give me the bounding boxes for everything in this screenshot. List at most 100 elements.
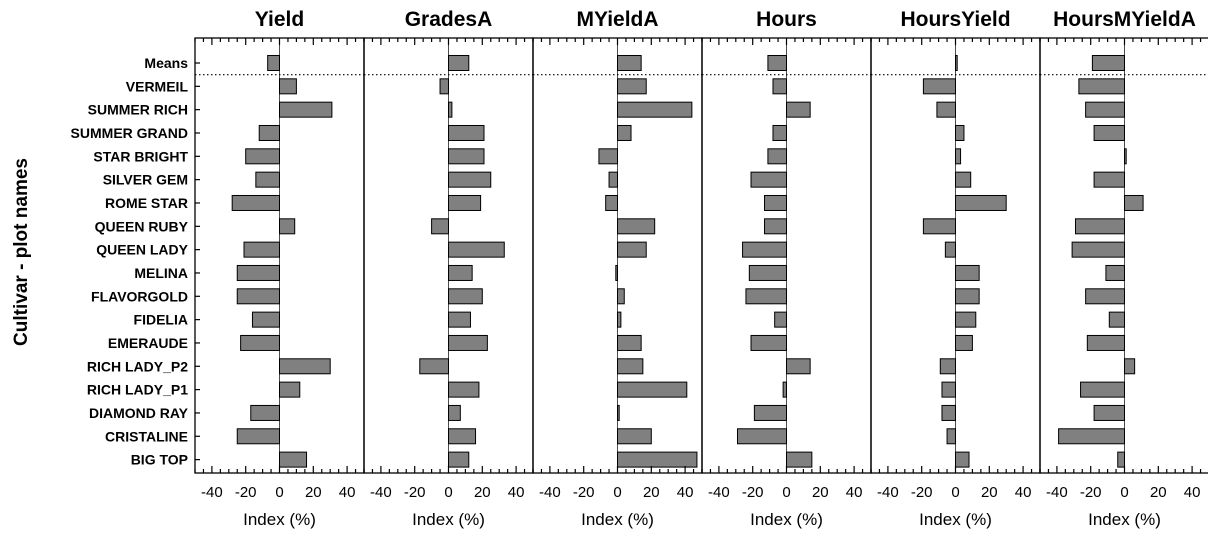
bar-silver-gem (255, 171, 280, 188)
bar-cristaline (946, 428, 956, 445)
bar-rich-lady-p1 (617, 381, 688, 398)
bar-fidelia (251, 311, 281, 328)
bar-vermeil (439, 78, 449, 95)
bar-cristaline (736, 428, 787, 445)
bar-rich-lady-p1 (782, 381, 787, 398)
x-tick-label: 40 (508, 484, 525, 501)
bar-rome-star (1124, 194, 1144, 211)
x-tick-label: -40 (201, 484, 223, 501)
bar-fidelia (448, 311, 471, 328)
bar-summer-grand (258, 124, 281, 141)
panel-hours: Hours -40 -20 0 20 40 Index (%) (701, 8, 872, 529)
x-tick-label: -40 (877, 484, 899, 501)
x-tick-label: 0 (1120, 484, 1128, 501)
bar-rome-star (231, 194, 280, 211)
bar-queen-lady (1071, 241, 1125, 258)
bar-queen-ruby (1074, 218, 1125, 235)
category-label-fidelia: FIDELIA (134, 312, 188, 328)
x-tick-label: 20 (1150, 484, 1167, 501)
bar-diamond-ray (250, 404, 281, 421)
category-label-star-bright: STAR BRIGHT (93, 148, 188, 164)
bar-summer-rich (936, 101, 956, 118)
panel-title: HoursMYieldA (1053, 8, 1196, 31)
bar-summer-grand (772, 124, 787, 141)
bar-flavorgold (448, 288, 483, 305)
x-tick-label: -20 (742, 484, 764, 501)
bar-means (448, 55, 470, 71)
bar-flavorgold (236, 288, 280, 305)
x-tick-label: 20 (981, 484, 998, 501)
x-tick-label: 20 (643, 484, 660, 501)
bar-cristaline (1058, 428, 1125, 445)
bar-vermeil (1078, 78, 1125, 95)
bar-melina (748, 264, 788, 281)
panel-gradesa: GradesA -40 -20 0 20 40 Index (%) (363, 8, 534, 529)
bar-emeraude (955, 334, 973, 351)
bar-means (617, 55, 642, 71)
bar-vermeil (922, 78, 957, 95)
bar-flavorgold (617, 288, 625, 305)
bar-big-top (786, 451, 813, 468)
bar-rich-lady-p1 (941, 381, 956, 398)
bar-big-top (617, 451, 698, 468)
bar-means (955, 55, 958, 71)
bar-big-top (279, 451, 308, 468)
x-tick-label: -20 (573, 484, 595, 501)
x-tick-label: 20 (474, 484, 491, 501)
bar-melina (615, 264, 618, 281)
bar-fidelia (955, 311, 977, 328)
x-tick-label: 0 (613, 484, 621, 501)
bar-emeraude (750, 334, 788, 351)
bar-silver-gem (955, 171, 972, 188)
category-label-queen-lady: QUEEN LADY (96, 242, 188, 258)
bar-queen-lady (243, 241, 280, 258)
bar-cristaline (617, 428, 652, 445)
bar-queen-ruby (617, 218, 656, 235)
panel-title: Hours (756, 8, 817, 31)
bar-fidelia (1108, 311, 1126, 328)
bar-star-bright (448, 148, 485, 165)
bar-summer-rich (279, 101, 333, 118)
x-tick-label: 40 (1015, 484, 1032, 501)
panel-title: Yield (255, 8, 304, 31)
bar-big-top (955, 451, 970, 468)
bar-diamond-ray (617, 404, 620, 421)
bar-summer-grand (617, 124, 632, 141)
x-tick-label: 0 (782, 484, 790, 501)
bar-rome-star (955, 194, 1007, 211)
bar-melina (448, 264, 473, 281)
x-axis-label: Index (%) (412, 510, 485, 529)
chart-panels: Means VERMEIL SUMMER RICH SUMMER GRAND STAR … (71, 8, 1208, 529)
x-tick-label: -20 (911, 484, 933, 501)
bar-fidelia (774, 311, 787, 328)
x-tick-label: 0 (444, 484, 452, 501)
bar-summer-rich (617, 101, 693, 118)
bar-rich-lady-p2 (939, 358, 956, 375)
panel-title: HoursYield (900, 8, 1010, 31)
bar-cristaline (448, 428, 477, 445)
category-label-emeraude: EMERAUDE (108, 335, 188, 351)
bar-queen-ruby (922, 218, 957, 235)
category-label-summer-grand: SUMMER GRAND (71, 125, 188, 141)
bar-queen-lady (742, 241, 787, 258)
x-axis-label: Index (%) (243, 510, 316, 529)
category-label-flavorgold: FLAVORGOLD (91, 288, 188, 304)
x-tick-label: -40 (708, 484, 730, 501)
bar-star-bright (955, 148, 962, 165)
bar-rich-lady-p2 (419, 358, 449, 375)
category-label-means: Means (144, 55, 188, 71)
bar-summer-rich (448, 101, 453, 118)
bar-rich-lady-p2 (279, 358, 331, 375)
bar-rich-lady-p2 (617, 358, 644, 375)
bar-flavorgold (955, 288, 980, 305)
bar-means (1091, 55, 1126, 71)
x-axis-label: Index (%) (1088, 510, 1161, 529)
bar-queen-ruby (764, 218, 788, 235)
bar-queen-ruby (279, 218, 296, 235)
panel-title: MYieldA (576, 8, 658, 31)
bar-silver-gem (750, 171, 788, 188)
y-axis-label: Cultivar - plot names (11, 158, 32, 346)
category-label-summer-rich: SUMMER RICH (88, 102, 188, 118)
bar-melina (955, 264, 980, 281)
bar-summer-rich (1085, 101, 1126, 118)
